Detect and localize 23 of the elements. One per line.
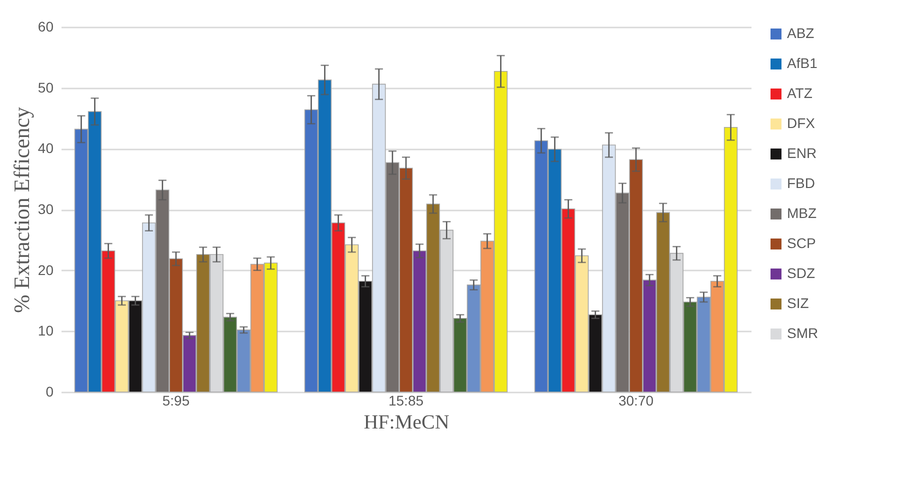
y-tick-label: 40 — [38, 140, 54, 156]
legend-label: SCP — [787, 235, 816, 251]
y-tick-label: 50 — [38, 79, 54, 96]
y-tick-label: 10 — [38, 322, 54, 339]
x-axis-title: HF:MeCN — [364, 412, 450, 434]
legend-label: SDZ — [787, 265, 816, 281]
y-tick-label: 60 — [38, 18, 54, 34]
x-tick-label: 30:70 — [618, 392, 654, 408]
y-axis-title: % Extraction Efficency — [8, 106, 34, 314]
y-tick-label: 0 — [46, 384, 54, 400]
x-tick-label: 5:95 — [162, 392, 190, 408]
y-tick-label: 20 — [38, 262, 54, 278]
legend-label: ABZ — [787, 25, 815, 41]
legend-label: SIZ — [787, 295, 810, 311]
legend-label: SMR — [787, 325, 818, 341]
legend-label: FBD — [787, 175, 815, 191]
legend-label: AfB1 — [787, 55, 818, 71]
legend-label: ENR — [787, 145, 817, 161]
y-tick-label: 30 — [38, 201, 54, 217]
legend-label: DFX — [787, 115, 816, 131]
legend-label: ATZ — [787, 85, 813, 101]
x-tick-label: 15:85 — [388, 392, 424, 408]
legend-label: MBZ — [787, 205, 817, 221]
